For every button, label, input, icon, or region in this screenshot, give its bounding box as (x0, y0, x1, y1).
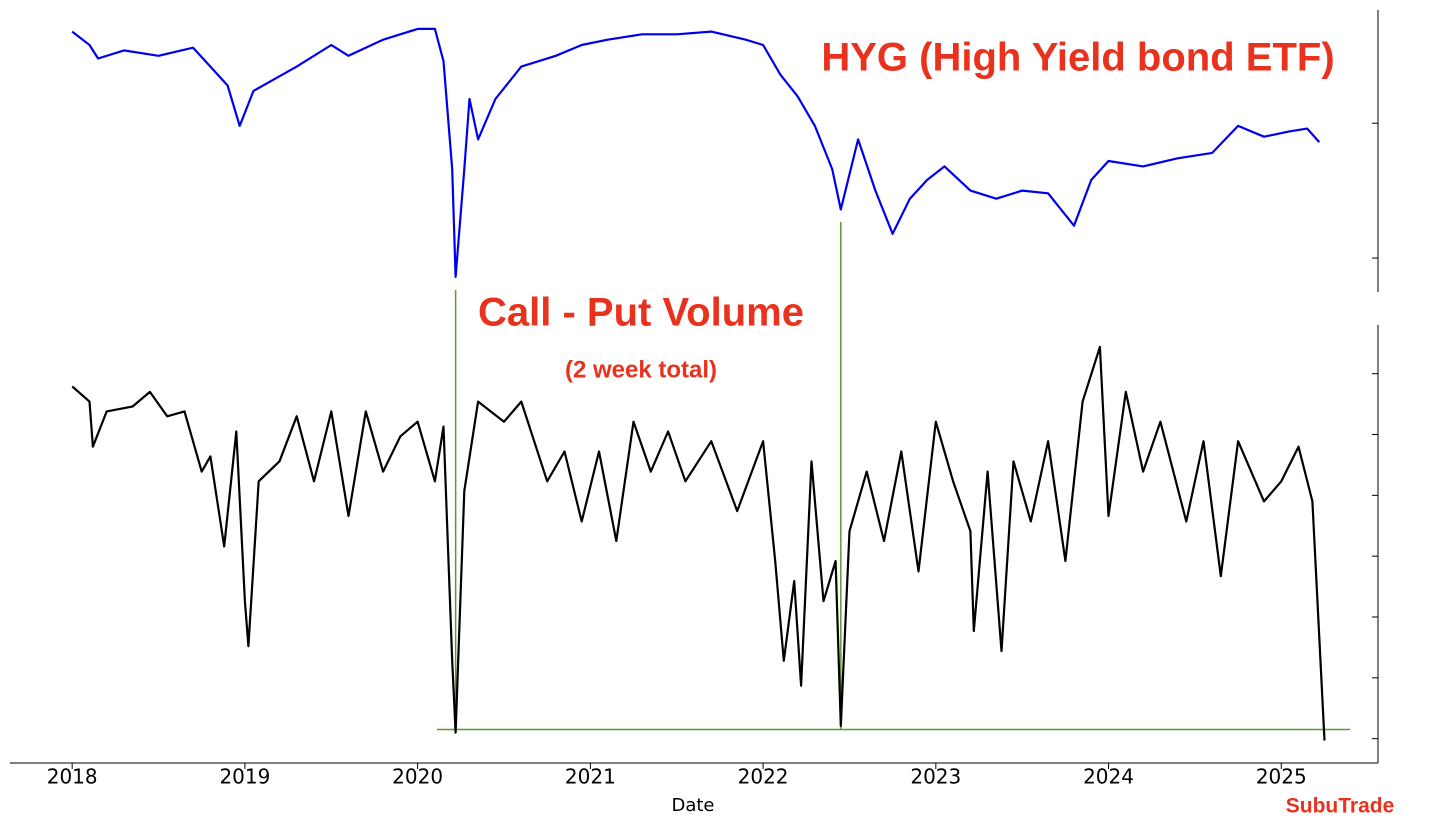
x-tick-label: 2018 (47, 765, 98, 789)
x-tick-label: 2019 (219, 765, 270, 789)
x-tick-label: 2022 (738, 765, 789, 789)
x-tick-label: 2023 (910, 765, 961, 789)
watermark: SubuTrade (1286, 795, 1395, 818)
x-axis-label: Date (671, 795, 714, 816)
x-tick-label: 2020 (392, 765, 443, 789)
x-tick-label: 2021 (565, 765, 616, 789)
top-title: HYG (High Yield bond ETF) (821, 36, 1334, 80)
x-tick-label: 2025 (1256, 765, 1307, 789)
bottom-subtitle: (2 week total) (565, 356, 717, 383)
series-line (71, 27, 1321, 278)
series-line (71, 345, 1326, 741)
x-tick-label: 2024 (1083, 765, 1134, 789)
bottom-title: Call - Put Volume (478, 291, 804, 335)
